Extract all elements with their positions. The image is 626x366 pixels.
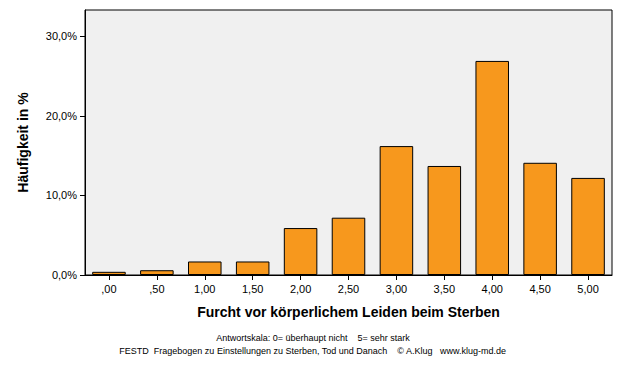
svg-text:4,00: 4,00: [482, 283, 503, 295]
svg-text:2,50: 2,50: [338, 283, 359, 295]
svg-text:4,50: 4,50: [529, 283, 550, 295]
svg-text:Häufigkeit in %: Häufigkeit in %: [15, 92, 31, 193]
svg-text:3,00: 3,00: [386, 283, 407, 295]
svg-text:FESTD Fragebogen zu Einstellu: FESTD Fragebogen zu Einstellungen zu Ste…: [119, 346, 506, 356]
svg-text:1,50: 1,50: [242, 283, 263, 295]
svg-text:10,0%: 10,0%: [46, 189, 77, 201]
svg-text:,00: ,00: [101, 283, 116, 295]
svg-text:1,00: 1,00: [194, 283, 215, 295]
svg-text:30,0%: 30,0%: [46, 30, 77, 42]
svg-text:3,50: 3,50: [434, 283, 455, 295]
svg-text:2,00: 2,00: [290, 283, 311, 295]
svg-text:Furcht vor körperlichem Leiden: Furcht vor körperlichem Leiden beim Ster…: [197, 304, 500, 320]
svg-text:5,00: 5,00: [577, 283, 598, 295]
svg-text:Antwortskala: 0= überhaupt nic: Antwortskala: 0= überhaupt nicht 5= sehr…: [216, 333, 410, 343]
svg-text:20,0%: 20,0%: [46, 110, 77, 122]
svg-text:,50: ,50: [149, 283, 164, 295]
svg-text:0,0%: 0,0%: [52, 269, 77, 281]
